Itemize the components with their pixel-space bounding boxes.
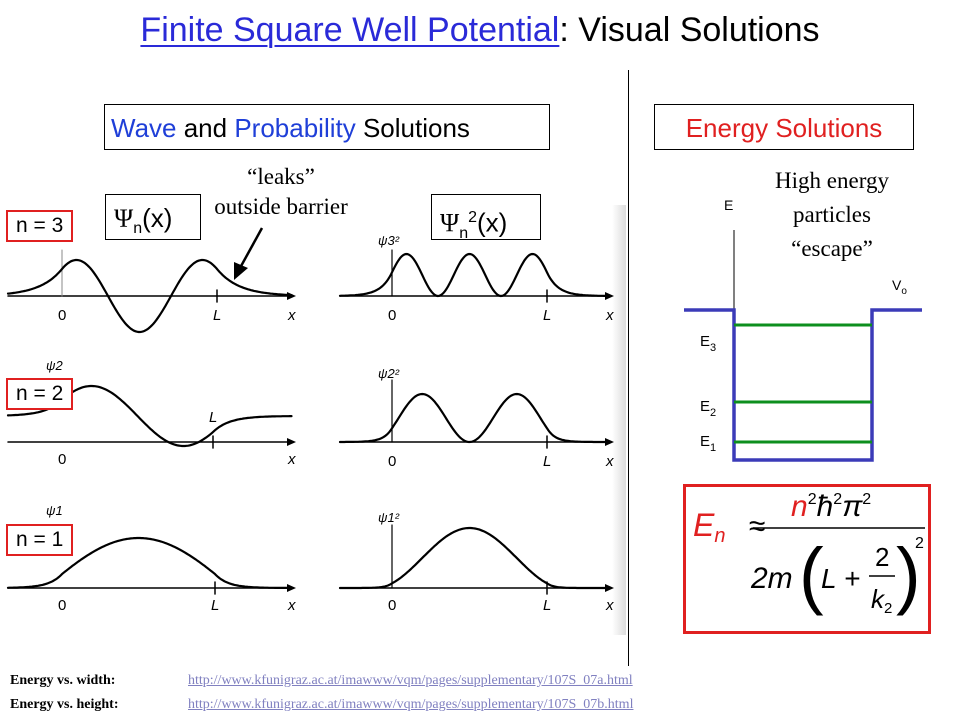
energy-axis-label: E [724,197,733,213]
leaks-line2: outside barrier [214,194,348,219]
prob2-zero-label: 0 [388,453,396,470]
plot-panel-edge [612,205,626,635]
psi1-L-label: L [211,597,219,614]
energy-well-diagram: E Vo E3 E2 E1 [684,197,922,462]
leaks-line1: “leaks” [247,164,315,189]
prob2-L-label: L [543,453,551,470]
title-rest: : Visual Solutions [559,11,820,49]
header-and-word: and [176,113,235,143]
prob3-ylabel: ψ3² [378,233,400,248]
formula-lhs: En [693,507,725,547]
prob2-curve [338,392,612,444]
prob1-zero-label: 0 [388,597,396,614]
escape-line3: “escape” [791,236,873,261]
formula-den-exponent: 2 [915,535,924,552]
formula-approx: ≈ [749,510,765,543]
state-label-n2: n = 2 [6,378,74,410]
prob1-x-label: x [605,597,614,614]
psi2-ylabel: ψ2 [46,358,63,373]
psi-sq-argument: (x) [477,207,508,238]
psi-n-label-box: Ψn(x) [105,194,201,240]
psi1-curve [6,536,293,590]
leaks-annotation: “leaks” outside barrier [186,162,376,222]
e2-label: E2 [700,398,716,419]
e3-label: E3 [700,333,716,354]
psi-sq-subscript: n [459,224,469,242]
divider [628,70,629,666]
formula-border [683,484,931,634]
state-label-n1: n = 1 [6,524,74,556]
header-wave-word: Wave [111,113,177,143]
formula-small-frac-den: k2 [871,584,892,617]
page-title: Finite Square Well Potential: Visual Sol… [0,8,960,52]
prob2-x-label: x [605,453,614,470]
footer-link-height[interactable]: http://www.kfunigraz.ac.at/imawww/vqm/pa… [188,697,634,712]
prob1-curve [338,526,612,590]
escape-line2: particles [793,202,871,227]
v0-label: Vo [892,277,907,297]
formula-numerator: n2ħ2π2 [791,490,871,523]
header-probability-word: Probability [234,113,356,143]
formula-den-L: L + [821,563,860,594]
psi-sq-symbol: Ψ [440,208,460,238]
footer-label-width: Energy vs. width: [10,673,116,688]
formula-small-frac-num: 2 [875,542,889,572]
prob1-L-label: L [543,597,551,614]
leak-pointer-arrowhead [234,262,248,280]
wavefunction-plots: 0 L x ψ3² 0 L x ψ2 L 0 x ψ2² 0 L x ψ1 0 … [6,227,614,614]
psi2-x-label: x [287,451,296,468]
psi1-ylabel: ψ1 [46,503,63,518]
psi3-x-label: x [287,307,296,324]
escape-annotation: High energy particles “escape” [742,164,922,266]
escape-line1: High energy [775,168,889,193]
psi-sq-exponent: 2 [468,209,477,226]
psi1-zero-label: 0 [58,597,66,614]
psi1-x-label: x [287,597,296,614]
prob3-zero-label: 0 [388,307,396,324]
psi-subscript: n [133,220,143,238]
psi-argument: (x) [142,203,173,233]
header-solutions-word: Solutions [355,113,470,143]
finite-well-outline [684,308,922,462]
psi2-zero-label: 0 [58,451,66,468]
title-link[interactable]: Finite Square Well Potential [140,11,560,49]
prob3-x-label: x [605,307,614,324]
psi3-curve [6,258,293,334]
wave-probability-header: Wave and Probability Solutions [104,104,550,150]
formula-right-paren: ) [896,533,921,616]
energy-header-text: Energy Solutions [685,113,883,143]
prob3-L-label: L [543,307,551,324]
prob2-ylabel: ψ2² [378,366,400,381]
psi2-arrow [287,438,296,446]
e1-label: E1 [700,433,716,454]
footer-label-height: Energy vs. height: [10,697,119,712]
energy-formula-box: En ≈ n2ħ2π2 2m ( L + 2 k2 ) 2 [683,484,931,634]
state-label-n3: n = 3 [6,210,74,242]
psi-symbol: Ψ [114,204,134,233]
leak-pointer-arrow [238,227,264,269]
prob3-curve [338,252,612,298]
psi3-zero-label: 0 [58,307,66,324]
psi2-L-label: L [209,409,217,426]
formula-left-paren: ( [799,533,824,616]
prob1-ylabel: ψ1² [378,510,400,525]
psi-n-squared-label-box: Ψn2(x) [431,194,541,242]
formula-den-prefix: 2m [750,562,793,595]
energy-solutions-header: Energy Solutions [654,104,914,150]
footer-link-width[interactable]: http://www.kfunigraz.ac.at/imawww/vqm/pa… [188,673,633,688]
psi3-L-label: L [213,307,221,324]
